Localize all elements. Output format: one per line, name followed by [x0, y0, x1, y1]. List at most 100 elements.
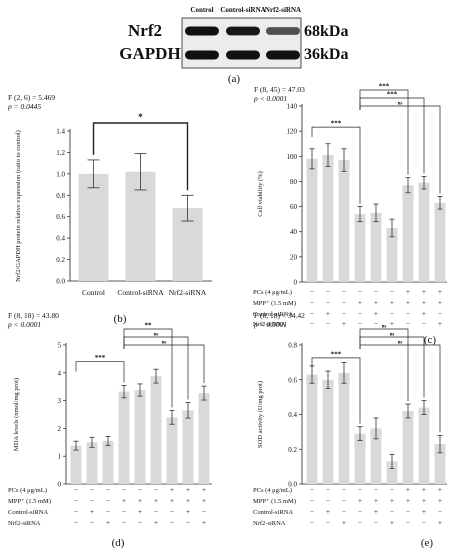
treatment-mark: − [122, 519, 126, 527]
treatment-mark: − [326, 519, 330, 527]
treatment-mark: + [186, 508, 190, 516]
significance-bracket [75, 361, 125, 383]
panel-label-a: (a) [228, 73, 241, 85]
bar [338, 372, 350, 484]
treatment-mark: + [170, 497, 174, 505]
y-axis-label: Cell viability (%) [257, 171, 264, 217]
blot-band [226, 26, 260, 36]
bar [118, 391, 130, 484]
treatment-mark: + [358, 299, 362, 307]
treatment-mark: + [374, 497, 378, 505]
treatment-mark: + [390, 519, 394, 527]
bar [434, 444, 446, 484]
y-tick-label: 0 [294, 279, 298, 287]
treatment-row-label: PCs (4 μg/mL) [253, 487, 292, 494]
treatment-mark: − [374, 519, 378, 527]
treatment-mark: − [406, 310, 410, 318]
treatment-mark: + [406, 486, 410, 494]
treatment-mark: − [310, 288, 314, 296]
chart-panel-d: F (8, 18) = 43.80p < 0.0001 MDA levels (n… [7, 311, 212, 549]
significance-label: *** [379, 83, 390, 91]
significance-bracket [359, 105, 441, 194]
treatment-mark: − [326, 486, 330, 494]
p-value-text: p = 0.0445 [7, 102, 41, 111]
treatment-mark: − [406, 508, 410, 516]
p-value-text: p < 0.0001 [7, 320, 41, 329]
treatment-mark: − [310, 320, 314, 328]
y-tick-label: 0.6 [288, 376, 297, 384]
treatment-row-label: MPP⁺ (1.5 mM) [253, 498, 296, 505]
blot-lane-label: Nrf2-siRNA [265, 6, 301, 14]
y-tick-label: 100 [287, 153, 298, 161]
significance-label: ns [154, 333, 159, 338]
bar [354, 214, 366, 282]
treatment-mark: + [202, 486, 206, 494]
treatment-mark: − [342, 497, 346, 505]
treatment-mark: − [438, 508, 442, 516]
y-tick-label: 80 [290, 178, 298, 186]
treatment-mark: + [406, 299, 410, 307]
treatment-mark: − [106, 497, 110, 505]
treatment-mark: + [422, 508, 426, 516]
y-axis-label: Nrf2/GAPDH protein relative expression (… [15, 130, 22, 282]
y-axis-label: MDA levels (nmol/mg prot) [13, 378, 20, 451]
treatment-mark: + [342, 320, 346, 328]
y-tick-label: 3 [58, 397, 62, 405]
bar [338, 160, 350, 282]
bar [370, 212, 382, 282]
y-tick-label: 0.8 [288, 342, 297, 350]
treatment-mark: + [438, 497, 442, 505]
treatment-row-label: PCs (4 μg/mL) [253, 289, 292, 296]
treatment-mark: − [170, 519, 174, 527]
treatment-mark: + [202, 519, 206, 527]
bar [354, 433, 366, 484]
treatment-mark: + [374, 508, 378, 516]
significance-label: *** [387, 91, 398, 99]
bar [370, 428, 382, 484]
treatment-mark: − [342, 310, 346, 318]
significance-bracket [311, 126, 361, 204]
y-tick-label: 0.4 [288, 411, 297, 419]
treatment-mark: + [406, 288, 410, 296]
bar [166, 417, 178, 484]
y-tick-label: 1.2 [56, 149, 65, 157]
treatment-row-label: Nrf2-siRNA [253, 520, 286, 527]
bar [86, 442, 98, 484]
treatment-mark: + [342, 519, 346, 527]
treatment-row-label: MPP⁺ (1.5 mM) [8, 498, 51, 505]
y-axis-label: SOD activity (U/mg prot) [257, 381, 264, 448]
treatment-mark: + [186, 497, 190, 505]
treatment-mark: − [310, 299, 314, 307]
stat-text: F (8, 18) = 43.80 [8, 311, 59, 320]
treatment-mark: − [74, 519, 78, 527]
treatment-mark: − [186, 519, 190, 527]
chart-panel-c: F (8, 45) = 47.03 p < 0.0001 Cell viabilit… [253, 83, 447, 346]
treatment-mark: + [422, 310, 426, 318]
y-tick-label: 0.6 [56, 213, 65, 221]
bar [102, 440, 114, 484]
y-tick-label: 4 [58, 369, 62, 377]
blot-protein-label: Nrf2 [128, 21, 162, 40]
panel-label: (c) [424, 334, 437, 346]
treatment-mark: + [422, 299, 426, 307]
treatment-mark: − [358, 310, 362, 318]
significance-label: ns [162, 341, 167, 346]
treatment-mark: − [326, 320, 330, 328]
treatment-mark: + [90, 508, 94, 516]
bar [418, 182, 430, 282]
treatment-mark: − [390, 288, 394, 296]
treatment-mark: − [374, 288, 378, 296]
stat-text: F (8, 45) = 47.03 [254, 85, 305, 94]
y-tick-label: 1.4 [56, 128, 65, 136]
treatment-mark: − [138, 486, 142, 494]
treatment-mark: − [122, 508, 126, 516]
significance-bracket [92, 122, 189, 191]
significance-label: *** [331, 120, 342, 128]
treatment-mark: − [310, 497, 314, 505]
blot-lane-label: Control [190, 6, 213, 14]
treatment-mark: − [90, 486, 94, 494]
blot-band [266, 50, 300, 60]
treatment-row-label: Control-siRNA [253, 509, 293, 516]
p-value-text: p < 0.0001 [253, 320, 287, 329]
treatment-mark: − [154, 486, 158, 494]
